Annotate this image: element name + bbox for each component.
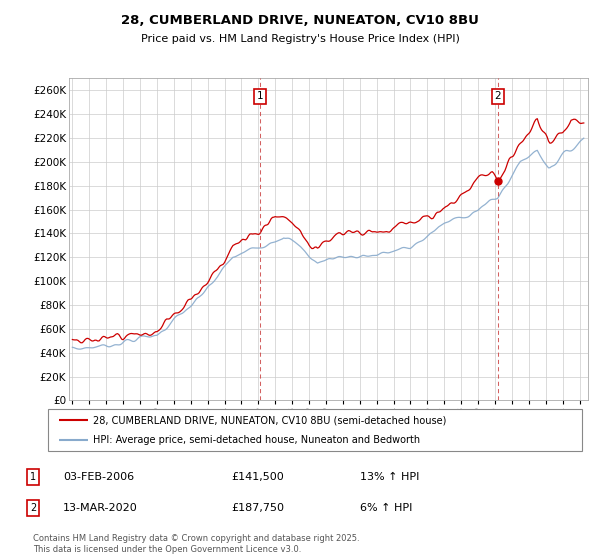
Text: 13% ↑ HPI: 13% ↑ HPI <box>360 472 419 482</box>
Text: £187,750: £187,750 <box>231 503 284 513</box>
Text: 28, CUMBERLAND DRIVE, NUNEATON, CV10 8BU: 28, CUMBERLAND DRIVE, NUNEATON, CV10 8BU <box>121 14 479 27</box>
Text: 2: 2 <box>30 503 36 513</box>
Text: 6% ↑ HPI: 6% ↑ HPI <box>360 503 412 513</box>
Text: 2: 2 <box>494 91 501 101</box>
Text: 13-MAR-2020: 13-MAR-2020 <box>63 503 138 513</box>
FancyBboxPatch shape <box>48 409 582 451</box>
Text: 28, CUMBERLAND DRIVE, NUNEATON, CV10 8BU (semi-detached house): 28, CUMBERLAND DRIVE, NUNEATON, CV10 8BU… <box>94 415 447 425</box>
Text: 1: 1 <box>30 472 36 482</box>
Text: £141,500: £141,500 <box>231 472 284 482</box>
Text: 03-FEB-2006: 03-FEB-2006 <box>63 472 134 482</box>
Text: HPI: Average price, semi-detached house, Nuneaton and Bedworth: HPI: Average price, semi-detached house,… <box>94 435 421 445</box>
Text: Price paid vs. HM Land Registry's House Price Index (HPI): Price paid vs. HM Land Registry's House … <box>140 34 460 44</box>
Text: 1: 1 <box>256 91 263 101</box>
Text: Contains HM Land Registry data © Crown copyright and database right 2025.: Contains HM Land Registry data © Crown c… <box>33 534 359 543</box>
Text: This data is licensed under the Open Government Licence v3.0.: This data is licensed under the Open Gov… <box>33 545 301 554</box>
